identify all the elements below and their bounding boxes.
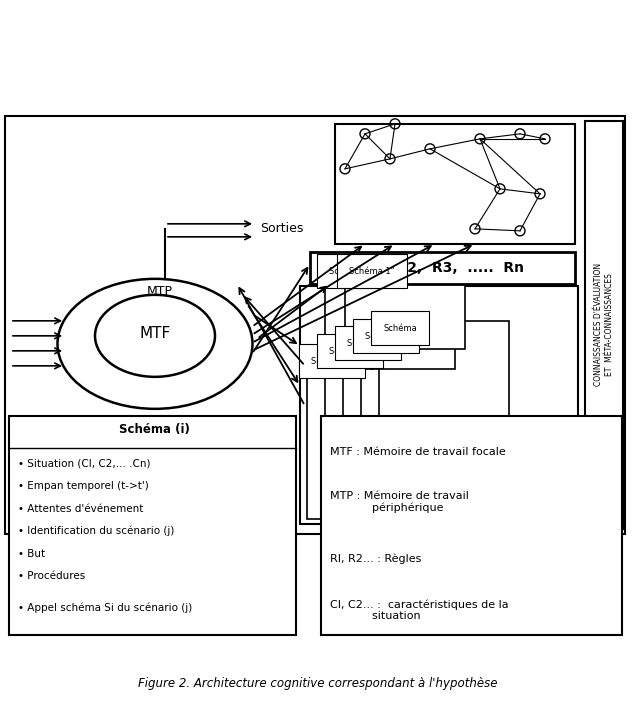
Text: RI, R2... : Règles: RI, R2... : Règles [330,553,421,563]
Text: R1,  R2,  R3,  .....  Rn: R1, R2, R3, ..... Rn [361,261,524,275]
Text: • Procédures: • Procédures [18,571,86,582]
Text: • Attentes d'événement: • Attentes d'événement [18,503,144,514]
Bar [345,264,465,349]
Text: MTP: MTP [147,285,173,298]
Text: CI, C2... :  caractéristiques de la
            situation: CI, C2... : caractéristiques de la situa… [330,599,509,621]
Text: MTP : Mémoire de travail
            périphérique: MTP : Mémoire de travail périphérique [330,491,469,513]
Bar [379,321,509,446]
Bar [361,329,491,464]
Text: Figure 2. Architecture cognitive correspondant à l'hypothèse: Figure 2. Architecture cognitive corresp… [138,677,497,690]
Text: MTF : Mémoire de travail focale: MTF : Mémoire de travail focale [330,447,505,458]
Text: Sorties: Sorties [260,222,304,235]
Text: • But: • But [18,548,45,559]
Text: Schéma 4: Schéma 4 [365,332,406,341]
Bar [343,336,473,481]
Text: • Empan temporel (t->t'): • Empan temporel (t->t') [18,481,149,491]
Text: CONNAISSANCES D'ÉVALUATION
ET  MÉTA-CONNAISSANCES: CONNAISSANCES D'ÉVALUATION ET MÉTA-CONNA… [594,263,613,386]
Text: Schéma (i): Schéma (i) [119,423,189,436]
Text: Schéma 3: Schéma 3 [347,339,389,348]
Bar [310,252,575,284]
Bar [300,286,578,524]
Bar [585,121,623,529]
Text: Schéma 1": Schéma 1" [349,267,394,276]
Bar [325,264,455,369]
Text: MTF: MTF [139,327,171,341]
Bar [307,354,437,519]
Text: • Situation (CI, C2,... .Cn): • Situation (CI, C2,... .Cn) [18,458,150,469]
Ellipse shape [58,279,253,409]
Bar [325,344,455,499]
Text: • Appel schéma Si du scénario (j): • Appel schéma Si du scénario (j) [18,603,192,613]
Ellipse shape [95,295,215,377]
Text: Schéma 1': Schéma 1' [329,267,373,276]
Text: • Identification du scénario (j): • Identification du scénario (j) [18,526,175,536]
Bar [335,124,575,244]
Text: Schéma: Schéma [383,324,417,333]
Text: Schéma 2: Schéma 2 [329,347,371,356]
Text: Schéma 1: Schéma 1 [311,357,352,366]
